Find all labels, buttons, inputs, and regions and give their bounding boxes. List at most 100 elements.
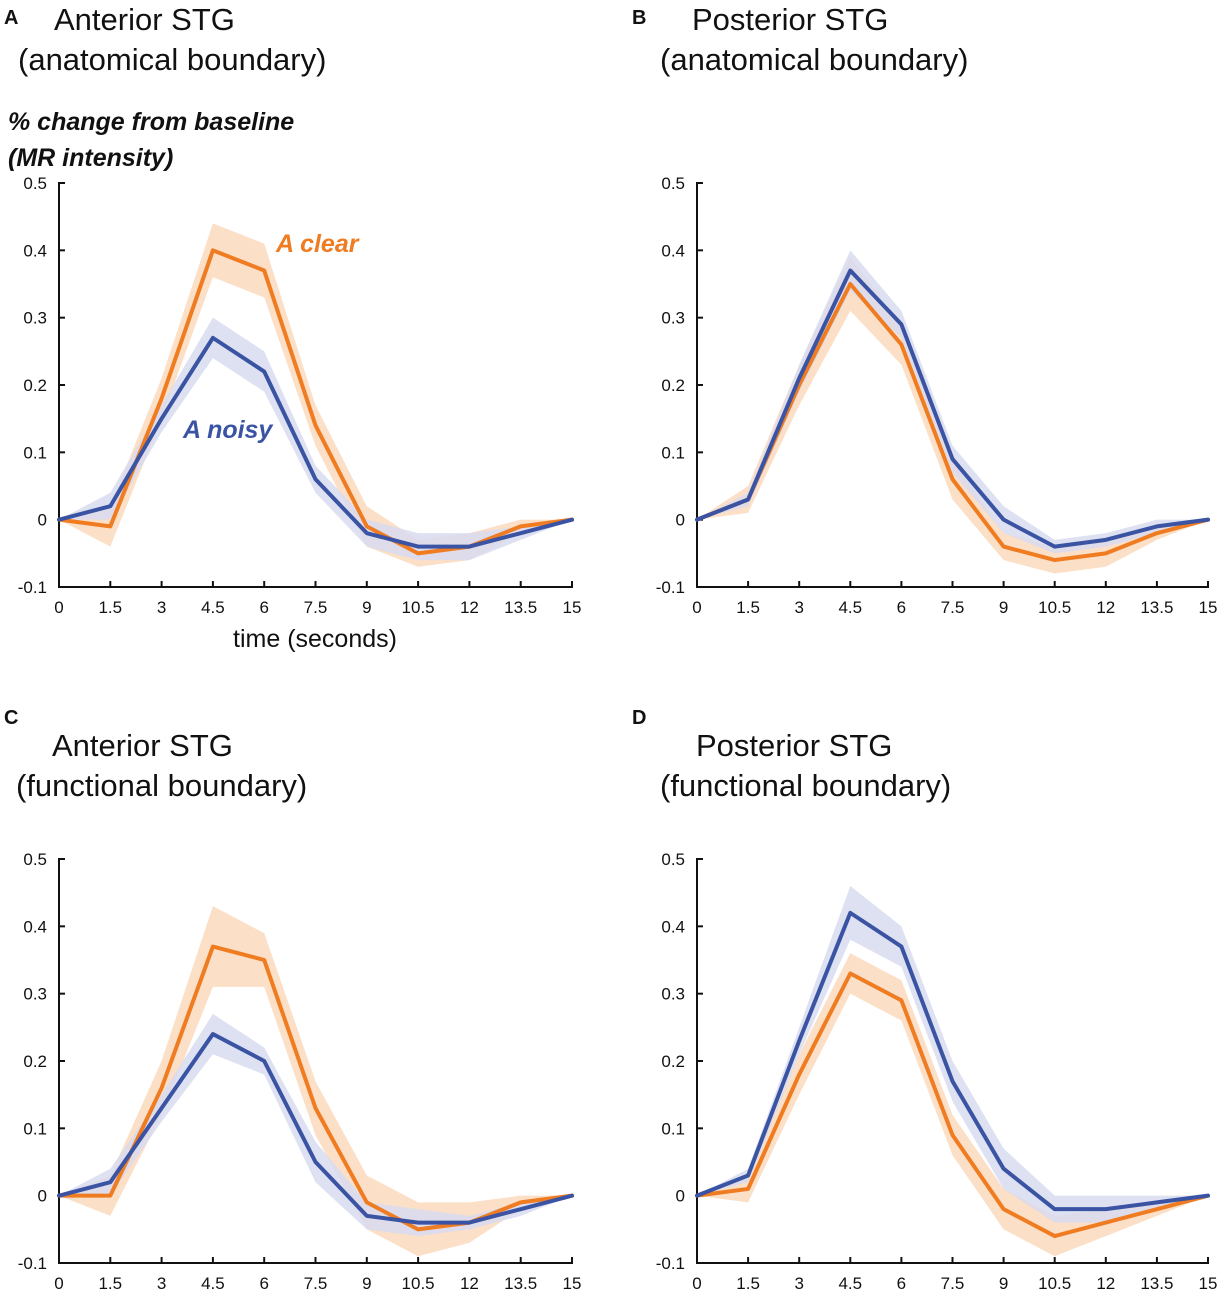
chart-c-x-tick-label: 9 xyxy=(362,1274,371,1293)
panel-a-title-line2: (anatomical boundary) xyxy=(18,42,326,77)
chart-a-x-tick-label: 4.5 xyxy=(201,598,225,617)
chart-a-x-tick-label: 6 xyxy=(259,598,268,617)
chart-d-y-tick-label: 0.2 xyxy=(661,1052,685,1071)
chart-d: -0.1 0 0.1 0.2 0.3 0.4 0.5 0 1.5 3 4.5 6 7.5 9 10.5 12 1… xyxy=(656,850,1218,1293)
panel-b-title-line2: (anatomical boundary) xyxy=(660,42,968,77)
x-axis-label: time (seconds) xyxy=(233,625,397,653)
chart-b-band-noisy xyxy=(697,250,1208,554)
chart-d-x-tick-label: 1.5 xyxy=(736,1274,760,1293)
chart-c-x-tick-label: 6 xyxy=(259,1274,268,1293)
panel-d: D Posterior STG (functional boundary) xyxy=(632,707,951,803)
chart-a-x-tick-label: 9 xyxy=(362,598,371,617)
chart-a-x-tick-label: 13.5 xyxy=(504,598,537,617)
chart-d-x-tick-label: 12 xyxy=(1096,1274,1115,1293)
chart-d-y-tick-label: 0 xyxy=(676,1187,685,1206)
chart-c-band-clear xyxy=(59,906,572,1257)
panel-c-title-line1: Anterior STG xyxy=(52,728,233,763)
legend-clear: A clear xyxy=(275,230,360,258)
chart-b-x-tick-label: 15 xyxy=(1199,598,1218,617)
panel-b: B Posterior STG (anatomical boundary) xyxy=(632,2,968,77)
chart-c-y-tick-label: 0 xyxy=(38,1187,47,1206)
panel-a: A Anterior STG (anatomical boundary) xyxy=(4,2,326,77)
chart-b-x-tick-label: 6 xyxy=(897,598,906,617)
chart-d-y-tick-label: -0.1 xyxy=(656,1254,685,1273)
chart-a-x-tick-label: 1.5 xyxy=(98,598,122,617)
panel-d-letter: D xyxy=(632,707,646,729)
chart-b-x-tick-label: 12 xyxy=(1096,598,1115,617)
panel-a-title-line1: Anterior STG xyxy=(54,2,235,37)
chart-a-y-tick-label: 0.2 xyxy=(23,376,47,395)
chart-b-x-tick-label: 4.5 xyxy=(838,598,862,617)
chart-c-x-tick-label: 15 xyxy=(563,1274,582,1293)
chart-c-x-tick-label: 10.5 xyxy=(402,1274,435,1293)
chart-b-y-tick-label: 0 xyxy=(676,511,685,530)
chart-b-y-tick-label: 0.4 xyxy=(661,241,685,260)
plots-layer: -0.1 0 0.1 0.2 0.3 0.4 0.5 0 1.5 3 4.5 6 7.5 9 10.5 12 1… xyxy=(18,174,1218,1293)
chart-a-x-tick-label: 7.5 xyxy=(304,598,328,617)
chart-b-series-noisy xyxy=(695,268,1210,549)
chart-a-x-tick-label: 10.5 xyxy=(402,598,435,617)
chart-b-y-tick-label: -0.1 xyxy=(656,578,685,597)
chart-b-x-tick-label: 1.5 xyxy=(736,598,760,617)
chart-a-x-tick-label: 0 xyxy=(54,598,63,617)
chart-c-x-tick-label: 0 xyxy=(54,1274,63,1293)
chart-b-x-tick-label: 10.5 xyxy=(1038,598,1071,617)
chart-d-band-clear xyxy=(697,953,1208,1257)
chart-c-series-noisy xyxy=(57,1032,574,1225)
panel-b-title-line1: Posterior STG xyxy=(692,2,888,37)
chart-b-band-clear xyxy=(697,257,1208,574)
chart-b-x-tick-label: 0 xyxy=(692,598,701,617)
chart-c-y-tick-label: -0.1 xyxy=(18,1254,47,1273)
chart-d-band-noisy xyxy=(697,885,1208,1223)
chart-b: -0.1 0 0.1 0.2 0.3 0.4 0.5 0 1.5 3 4.5 6 7.5 9 10.5 12 1… xyxy=(656,174,1218,617)
panel-c: C Anterior STG (functional boundary) xyxy=(4,707,307,803)
chart-c: -0.1 0 0.1 0.2 0.3 0.4 0.5 0 1.5 3 4.5 6 7.5 9 10.5 12 1… xyxy=(18,850,582,1293)
chart-c-series-clear xyxy=(57,944,574,1232)
chart-c-x-tick-label: 7.5 xyxy=(304,1274,328,1293)
chart-a-y-tick-label: 0.5 xyxy=(23,174,47,193)
chart-d-x-tick-label: 4.5 xyxy=(838,1274,862,1293)
panel-a-letter: A xyxy=(4,7,18,29)
y-axis-label-line1: % change from baseline xyxy=(8,108,294,136)
chart-a-y-tick-label: 0.3 xyxy=(23,309,47,328)
chart-d-x-tick-label: 13.5 xyxy=(1140,1274,1173,1293)
chart-b-y-tick-label: 0.5 xyxy=(661,174,685,193)
chart-a-y-tick-label: -0.1 xyxy=(18,578,47,597)
y-axis-label-line2: (MR intensity) xyxy=(8,144,173,172)
chart-c-x-tick-label: 1.5 xyxy=(98,1274,122,1293)
chart-b-y-tick-label: 0.1 xyxy=(661,443,685,462)
chart-c-y-tick-label: 0.1 xyxy=(23,1119,47,1138)
chart-a-series-noisy xyxy=(57,335,574,549)
chart-d-x-tick-label: 10.5 xyxy=(1038,1274,1071,1293)
chart-b-y-tick-label: 0.2 xyxy=(661,376,685,395)
chart-a: -0.1 0 0.1 0.2 0.3 0.4 0.5 0 1.5 3 4.5 6 7.5 9 10.5 12 1… xyxy=(18,174,582,617)
chart-b-series-clear xyxy=(695,282,1210,563)
panel-c-letter: C xyxy=(4,707,18,729)
chart-d-x-tick-label: 7.5 xyxy=(941,1274,965,1293)
chart-b-x-tick-label: 13.5 xyxy=(1140,598,1173,617)
chart-a-x-tick-label: 3 xyxy=(157,598,166,617)
chart-c-x-tick-label: 13.5 xyxy=(504,1274,537,1293)
chart-d-x-tick-label: 6 xyxy=(897,1274,906,1293)
chart-a-x-tick-label: 15 xyxy=(563,598,582,617)
chart-c-y-tick-label: 0.3 xyxy=(23,985,47,1004)
panel-d-title-line1: Posterior STG xyxy=(696,728,892,763)
chart-b-x-tick-label: 7.5 xyxy=(941,598,965,617)
chart-d-x-tick-label: 15 xyxy=(1199,1274,1218,1293)
chart-d-y-tick-label: 0.1 xyxy=(661,1119,685,1138)
chart-b-y-tick-label: 0.3 xyxy=(661,309,685,328)
chart-a-x-tick-label: 12 xyxy=(460,598,479,617)
chart-d-x-tick-label: 0 xyxy=(692,1274,701,1293)
legend-noisy: A noisy xyxy=(182,416,273,444)
panel-d-title-line2: (functional boundary) xyxy=(660,768,951,803)
chart-a-series-clear xyxy=(57,248,574,556)
chart-d-series-clear xyxy=(695,971,1210,1239)
chart-a-y-tick-label: 0.1 xyxy=(23,443,47,462)
chart-d-y-tick-label: 0.4 xyxy=(661,917,685,936)
chart-c-y-tick-label: 0.2 xyxy=(23,1052,47,1071)
chart-d-y-tick-label: 0.3 xyxy=(661,985,685,1004)
chart-b-x-tick-label: 9 xyxy=(999,598,1008,617)
chart-c-y-tick-label: 0.5 xyxy=(23,850,47,869)
chart-c-x-tick-label: 3 xyxy=(157,1274,166,1293)
